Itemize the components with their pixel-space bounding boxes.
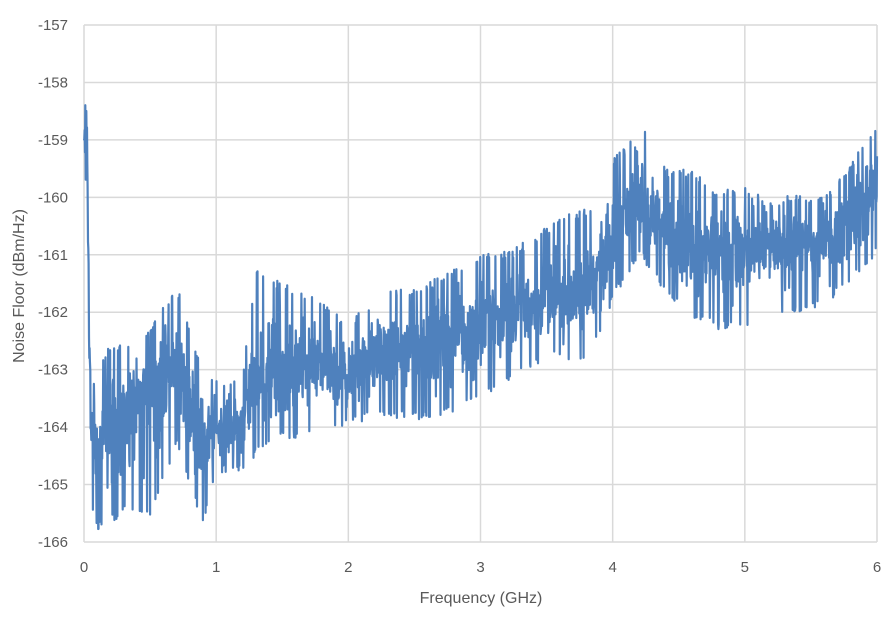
noise-floor-trace xyxy=(82,104,879,531)
x-tick-label: 4 xyxy=(608,559,616,576)
y-tick-label: -158 xyxy=(38,74,68,91)
y-axis-title: Noise Floor (dBm/Hz) xyxy=(11,209,28,363)
y-tick-label: -164 xyxy=(38,419,68,436)
y-tick-label: -160 xyxy=(38,189,68,206)
y-tick-label: -159 xyxy=(38,132,68,149)
x-tick-label: 5 xyxy=(741,559,749,576)
x-tick-label: 1 xyxy=(212,559,220,576)
x-tick-label: 3 xyxy=(476,559,484,576)
x-tick-label: 6 xyxy=(873,559,881,576)
y-tick-label: -161 xyxy=(38,247,68,264)
y-axis-ticks: -157 -158 -159 -160 -161 -162 -163 -164 -165 -166 xyxy=(38,17,68,551)
x-tick-label: 0 xyxy=(80,559,88,576)
x-tick-label: 2 xyxy=(344,559,352,576)
y-tick-label: -163 xyxy=(38,362,68,379)
y-tick-label: -166 xyxy=(38,534,68,551)
y-tick-label: -157 xyxy=(38,17,68,34)
y-tick-label: -165 xyxy=(38,477,68,494)
x-axis-ticks: 0 1 2 3 4 5 6 xyxy=(80,559,881,576)
x-axis-title: Frequency (GHz) xyxy=(420,590,543,607)
y-tick-label: -162 xyxy=(38,304,68,321)
